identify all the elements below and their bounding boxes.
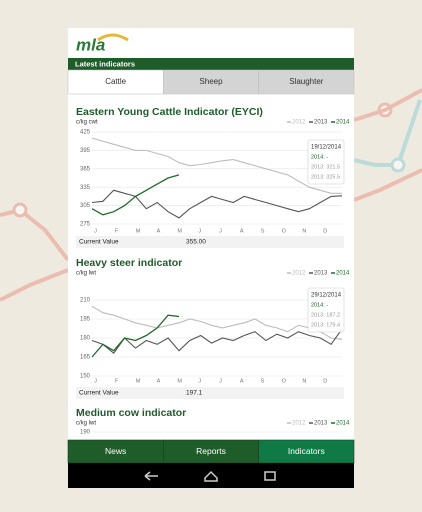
logo-swoosh bbox=[97, 33, 129, 42]
x-tick-label: A bbox=[157, 378, 161, 384]
current-value: 355.00 bbox=[186, 239, 206, 246]
tooltip-text: 2013: 179.4 bbox=[311, 322, 340, 328]
unit-label: c/kg lwt bbox=[76, 421, 96, 427]
x-tick-label: A bbox=[240, 228, 244, 234]
x-tick-label: M bbox=[136, 228, 141, 234]
series-line bbox=[91, 314, 180, 358]
legend-label: 2013 bbox=[314, 120, 328, 126]
series-line bbox=[91, 189, 343, 219]
nav-label: Reports bbox=[196, 446, 226, 456]
section-bar bbox=[68, 58, 354, 70]
bottom-nav: News Reports Indicators bbox=[67, 439, 355, 464]
legend-label: 2014 bbox=[336, 271, 350, 277]
x-tick-label: O bbox=[282, 378, 287, 384]
x-tick-label: N bbox=[302, 378, 306, 384]
x-tick-label: A bbox=[157, 228, 161, 234]
legend-label: 2014 bbox=[336, 421, 350, 427]
chart-title: Heavy steer indicator bbox=[76, 257, 182, 269]
current-label: Current Value bbox=[79, 239, 119, 246]
y-tick-label: 190 bbox=[80, 430, 91, 436]
tab-label: Sheep bbox=[199, 77, 223, 86]
y-tick-label: 180 bbox=[80, 336, 91, 342]
back-button[interactable] bbox=[144, 471, 158, 481]
unit-label: c/kg cwt bbox=[76, 120, 98, 126]
y-tick-label: 425 bbox=[80, 130, 91, 136]
x-tick-label: S bbox=[261, 228, 265, 234]
home-button[interactable] bbox=[204, 470, 218, 482]
system-bar bbox=[68, 463, 354, 488]
recents-button[interactable] bbox=[264, 471, 276, 481]
tooltip-text: 2014: - bbox=[311, 302, 328, 308]
x-tick-label: J bbox=[94, 378, 97, 384]
tooltip-text: 2014: - bbox=[311, 154, 328, 160]
x-tick-label: J bbox=[219, 378, 222, 384]
tabs: Cattle Sheep Slaughter bbox=[67, 69, 355, 95]
unit-label: c/kg lwt bbox=[76, 271, 96, 277]
x-tick-label: M bbox=[136, 378, 141, 384]
series-line bbox=[91, 174, 180, 216]
tooltip-text: 19/12/2014 bbox=[311, 145, 342, 151]
x-tick-label: J bbox=[94, 228, 97, 234]
y-tick-label: 275 bbox=[80, 222, 91, 228]
series-line bbox=[91, 137, 342, 194]
tooltip-text: 29/12/2014 bbox=[311, 293, 342, 299]
nav-label: News bbox=[105, 446, 126, 456]
series-line bbox=[91, 305, 343, 340]
tooltip-text: 2013: 187.2 bbox=[311, 312, 340, 318]
y-tick-label: 305 bbox=[80, 203, 91, 209]
tab-label: Slaughter bbox=[289, 77, 324, 86]
legend-label: 2013 bbox=[314, 271, 328, 277]
logo: mla bbox=[76, 35, 105, 54]
chart-title: Eastern Young Cattle Indicator (EYCI) bbox=[76, 106, 263, 118]
x-tick-label: J bbox=[198, 378, 201, 384]
x-tick-label: O bbox=[282, 228, 287, 234]
tooltip-text: 2013: 321.5 bbox=[311, 164, 340, 170]
tooltip bbox=[307, 287, 345, 333]
x-tick-label: N bbox=[302, 228, 306, 234]
series-line bbox=[91, 328, 343, 354]
current-row bbox=[76, 387, 344, 399]
charts: Eastern Young Cattle Indicator (EYCI) c/k… bbox=[76, 106, 350, 436]
chart-title: Medium cow indicator bbox=[76, 407, 186, 419]
legend-label: 2014 bbox=[336, 120, 350, 126]
x-tick-label: D bbox=[323, 378, 327, 384]
x-tick-label: J bbox=[198, 228, 201, 234]
x-tick-label: J bbox=[219, 228, 222, 234]
x-tick-label: D bbox=[323, 228, 327, 234]
nav-label: Indicators bbox=[288, 446, 325, 456]
y-tick-label: 365 bbox=[80, 166, 91, 172]
x-tick-label: S bbox=[261, 378, 265, 384]
tooltip-text: 2013: 325.5 bbox=[311, 174, 340, 180]
legend-label: 2012 bbox=[292, 120, 306, 126]
y-tick-label: 150 bbox=[80, 374, 91, 380]
tab-label: Cattle bbox=[105, 77, 126, 86]
background-decor bbox=[0, 88, 422, 302]
section-title: Latest indicators bbox=[75, 59, 135, 68]
tab[interactable] bbox=[67, 69, 164, 95]
tab[interactable] bbox=[163, 69, 259, 95]
y-tick-label: 165 bbox=[80, 355, 91, 361]
current-label: Current Value bbox=[79, 390, 119, 397]
x-tick-label: M bbox=[177, 378, 182, 384]
y-tick-label: 395 bbox=[80, 148, 91, 154]
x-tick-label: A bbox=[240, 378, 244, 384]
tab[interactable] bbox=[258, 69, 355, 95]
current-row bbox=[76, 236, 344, 248]
legend-label: 2012 bbox=[292, 421, 306, 427]
y-tick-label: 335 bbox=[80, 185, 91, 191]
legend-label: 2012 bbox=[292, 271, 306, 277]
current-value: 197.1 bbox=[186, 390, 203, 397]
x-tick-label: M bbox=[177, 228, 182, 234]
x-tick-label: F bbox=[115, 378, 119, 384]
x-tick-label: F bbox=[115, 228, 119, 234]
y-tick-label: 210 bbox=[80, 298, 91, 304]
legend-label: 2013 bbox=[314, 421, 328, 427]
tooltip bbox=[307, 139, 345, 185]
y-tick-label: 195 bbox=[80, 317, 91, 323]
